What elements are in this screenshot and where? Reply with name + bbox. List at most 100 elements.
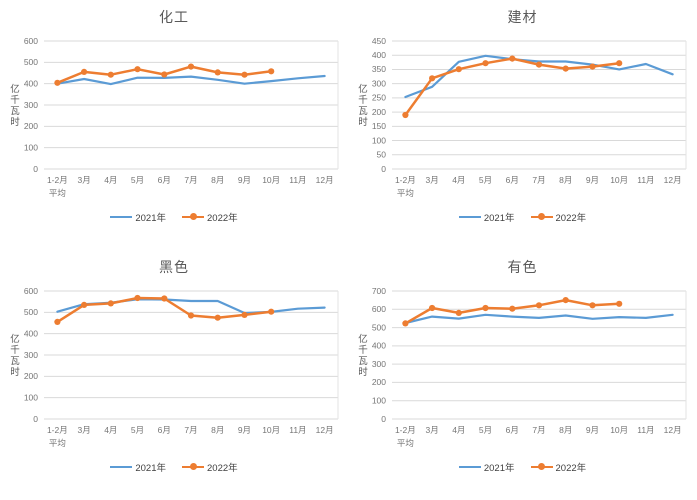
y-tick-label: 400 [372,341,386,351]
x-tick-label: 1-2月 [47,425,68,435]
y-tick-label: 450 [372,36,386,46]
line-marker-swatch-icon [182,462,204,472]
series-marker-2022年 [482,60,489,67]
x-tick-label: 8月 [559,425,572,435]
x-tick-label: 3月 [77,425,90,435]
series-marker-2022年 [54,318,61,325]
series-marker-2022年 [161,295,168,302]
x-tick-label: 10月 [262,425,280,435]
x-tick-label: 8月 [211,175,224,185]
y-axis-title: 瓦 [10,356,20,367]
y-tick-label: 0 [381,164,386,174]
series-marker-2022年 [268,68,275,75]
series-marker-2022年 [562,65,569,72]
series-line-2021年 [56,298,326,315]
y-tick-label: 400 [24,328,38,338]
series-marker-2022年 [535,302,543,309]
legend-label: 2021年 [483,213,515,224]
y-axis-title: 时 [358,116,368,128]
y-tick-label: 100 [372,396,386,406]
legend-label: 2022年 [555,463,587,474]
series-marker-2022年 [81,301,88,308]
y-tick-label: 300 [372,359,386,369]
series-marker-2022年 [455,309,462,316]
y-tick-label: 500 [24,57,38,67]
series-marker-2022年 [589,302,596,309]
series-marker-2022年 [429,304,436,312]
y-tick-label: 200 [24,121,38,131]
y-tick-label: 300 [24,350,38,360]
y-tick-label: 200 [24,371,38,381]
x-tick-label: 3月 [425,425,438,435]
series-line-2022年 [404,57,621,117]
chart-title: 建材 [507,9,538,25]
legend-label: 2022年 [555,213,587,224]
line-swatch-icon [458,465,481,469]
line-swatch-icon [110,215,133,219]
y-tick-label: 300 [372,78,386,88]
y-tick-label: 100 [372,135,386,145]
legend-item-2021: 2021年 [110,210,166,224]
x-tick-label: 8月 [211,425,224,435]
y-axis-title: 瓦 [358,106,368,117]
series-line-2021年 [56,74,326,86]
y-tick-label: 0 [33,414,38,424]
x-tick-label: 7月 [532,425,545,435]
x-tick-label: 11月 [637,175,654,185]
x-tick-label: 4月 [104,425,117,435]
x-tick-label: 3月 [425,175,438,185]
series-marker-2022年 [402,320,409,327]
series-line-2021年 [404,313,674,325]
x-tick-label: 4月 [452,175,465,185]
y-tick-label: 400 [24,78,38,88]
x-tick-label: 7月 [532,175,545,185]
line-swatch-icon [110,465,133,469]
y-axis-title: 亿 [358,333,368,345]
x-tick-label: 4月 [452,425,465,435]
x-tick-label: 5月 [479,425,492,435]
legend-label: 2022年 [207,463,238,474]
x-tick-label: 9月 [586,175,599,185]
chart-ferrous: 黑色 0 100 200 300 400 500 600 1-2月 平均 3月 4月 5月 6月 7月 8月… [0,250,348,500]
x-tick-label: 7月 [184,175,197,185]
x-tick-label: 3月 [77,175,90,185]
legend-item-2021: 2021年 [110,460,166,474]
series-marker-2022年 [616,300,623,307]
x-tick-label: 9月 [238,425,251,435]
series-marker-2022年 [54,79,61,86]
x-tick-label: 12月 [316,425,334,435]
x-tick-label: 5月 [479,175,492,185]
y-tick-label: 0 [33,164,38,174]
x-tick-label: 11月 [637,425,654,435]
legend-item-2022: 2022年 [530,460,587,474]
x-tick-label: 1-2月 [47,175,68,185]
chart-chemical: 化工 0 100 200 300 400 500 600 1-2月 平均 3月 4月 5月 6月 7月 8月… [0,0,348,250]
x-tick-label: 6月 [506,425,519,435]
y-tick-label: 200 [372,377,386,387]
chart-title: 有色 [507,259,538,275]
x-tick-label: 9月 [238,175,251,185]
x-tick-label: 8月 [559,175,572,185]
y-tick-label: 300 [24,100,38,110]
y-axis-title: 时 [358,366,368,378]
line-swatch-icon [458,215,481,219]
x-tick-label: 7月 [184,425,197,435]
series-marker-2022年 [402,111,409,119]
legend-item-2021: 2021年 [458,210,515,224]
chart-legend: 2021年 2022年 [348,460,697,474]
y-tick-label: 50 [377,150,387,160]
series-marker-2022年 [241,71,248,78]
y-tick-label: 250 [372,93,386,103]
chart-title: 化工 [159,9,189,25]
series-marker-2022年 [562,297,569,304]
legend-label: 2021年 [135,463,166,474]
y-tick-label: 600 [24,286,38,296]
series-marker-2022年 [509,55,516,62]
series-marker-2022年 [187,63,195,70]
y-tick-label: 500 [372,322,386,332]
y-axis-title: 千 [10,345,20,356]
chart-legend: 2021年 2022年 [0,210,348,224]
y-tick-label: 500 [24,307,38,317]
series-marker-2022年 [81,68,88,75]
